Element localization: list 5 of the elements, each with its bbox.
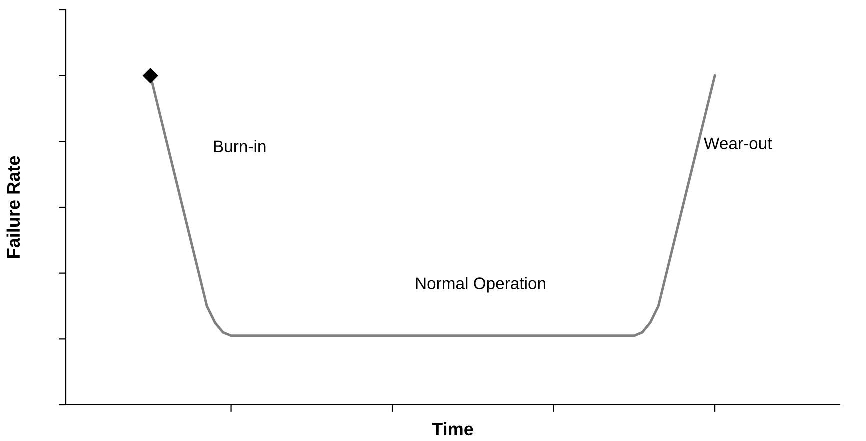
x-axis-title: Time (432, 422, 474, 436)
annotation: Burn-in (214, 140, 266, 152)
annotation: Normal Operation (416, 277, 546, 293)
annotation: Wear-out (704, 138, 772, 150)
y-axis-title: Failure Rate (6, 156, 20, 258)
